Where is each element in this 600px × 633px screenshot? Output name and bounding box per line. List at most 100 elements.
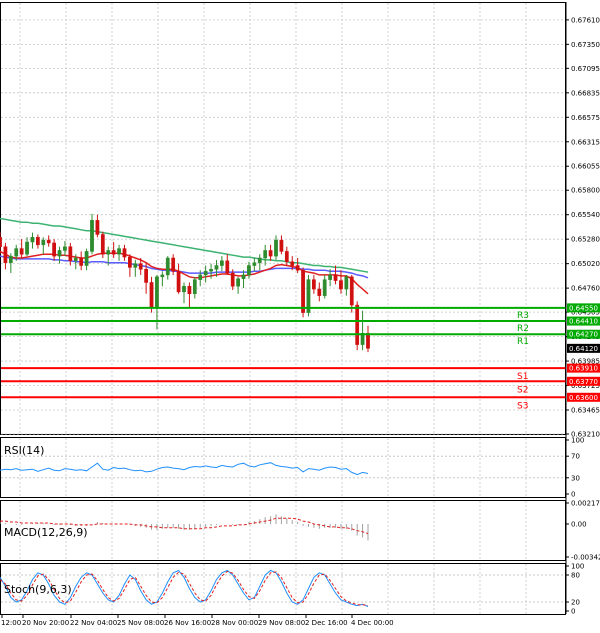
candle-bear <box>46 239 51 244</box>
candle-bull <box>236 278 240 287</box>
x-tick-label: 29 Nov 08:00 <box>258 619 305 627</box>
stoch-y-tick-label: 100 <box>571 563 584 571</box>
pane-frame-stoch <box>0 563 566 615</box>
x-tick-label: 22 Nov 04:00 <box>70 619 117 627</box>
rsi-y-tick-label: 30 <box>571 474 580 482</box>
y-tick-label: 0.65540 <box>571 211 600 219</box>
candle-bull <box>182 285 186 293</box>
candle-bull <box>220 260 224 266</box>
candle-bull <box>274 239 278 257</box>
y-tick-label: 0.66055 <box>571 163 600 171</box>
y-tick-label: 0.65020 <box>571 260 600 268</box>
macd-y-tick-label: -0.003423 <box>571 554 600 562</box>
candle-bull <box>263 250 268 259</box>
y-tick-label: 0.67350 <box>571 41 600 49</box>
current-price-label: 0.64120 <box>569 345 598 353</box>
y-tick-label: 0.63725 <box>571 382 600 390</box>
candle-bear <box>225 260 230 274</box>
level-price-box <box>567 316 600 326</box>
candle-bull <box>344 276 349 290</box>
level-name-s2: S2 <box>517 385 528 395</box>
candle-bear <box>187 285 192 295</box>
level-price-label: 0.64270 <box>569 331 598 339</box>
candle-bull <box>133 263 138 268</box>
y-tick-label: 0.67610 <box>571 16 600 24</box>
candle-bear <box>128 256 132 268</box>
candle-bull <box>241 274 246 279</box>
candle-bear <box>284 251 289 263</box>
x-tick-label: 25 Nov 08:00 <box>117 619 164 627</box>
candle-bear <box>171 257 176 272</box>
level-price-label: 0.64410 <box>569 318 598 326</box>
candle-bull <box>322 279 327 296</box>
stoch-main-line <box>0 569 369 607</box>
level-name-r1: R1 <box>517 337 529 347</box>
x-tick-label: 2 Dec 16:00 <box>305 619 348 627</box>
rsi-y-tick-label: 70 <box>571 453 580 461</box>
candle-bear <box>290 261 295 266</box>
candle-bull <box>257 257 262 263</box>
rsi-y-tick-label: 0 <box>571 491 575 499</box>
rsi-y-tick-label: 100 <box>571 437 584 445</box>
candle-bear <box>138 263 143 270</box>
candle-bear <box>230 272 235 287</box>
candle-bull <box>90 220 94 252</box>
candle-bear <box>100 234 105 255</box>
candle-bull <box>8 255 13 263</box>
level-price-label: 0.63600 <box>569 394 598 402</box>
y-tick-label: 0.63210 <box>571 431 600 439</box>
stoch-title: Stoch(9,6,3) <box>4 583 72 596</box>
level-price-box <box>567 329 600 339</box>
candle-bull <box>198 274 203 280</box>
candle-bull <box>117 248 121 255</box>
candle-bull <box>209 269 213 272</box>
x-tick-label: 4 Dec 00:00 <box>351 619 394 627</box>
candle-bear <box>312 279 316 290</box>
level-price-label: 0.63910 <box>569 365 598 373</box>
candle-bull <box>41 239 46 246</box>
candle-bear <box>149 282 154 309</box>
y-tick-label: 0.64505 <box>571 309 600 317</box>
level-price-label: 0.63770 <box>569 378 598 386</box>
stoch-y-tick-label: 0 <box>571 608 575 616</box>
candle-bear <box>52 242 56 257</box>
candle-bull <box>155 276 159 309</box>
stoch-y-tick-label: 80 <box>571 572 580 580</box>
candle-bull <box>14 248 19 257</box>
candle-bull <box>63 246 67 251</box>
macd-y-tick-label: 0.002171 <box>571 500 600 508</box>
level-name-r3: R3 <box>517 311 529 321</box>
candle-bull <box>252 262 257 266</box>
y-tick-label: 0.67095 <box>571 65 600 73</box>
candle-bull <box>203 270 208 276</box>
candle-bull <box>57 250 62 257</box>
candle-bear <box>349 276 354 306</box>
rsi-title: RSI(14) <box>4 444 44 457</box>
candle-bull <box>328 274 332 280</box>
candle-bull <box>73 257 78 262</box>
candle-bear <box>355 304 360 345</box>
pane-frame-rsi <box>0 437 566 498</box>
candle-bear <box>36 237 40 246</box>
ma-slow-line <box>0 217 369 273</box>
level-name-r2: R2 <box>517 324 529 334</box>
y-tick-label: 0.65280 <box>571 236 600 244</box>
macd-title: MACD(12,26,9) <box>4 526 88 539</box>
candle-bear <box>19 248 24 255</box>
stoch-y-tick-label: 20 <box>571 599 580 607</box>
candle-bull <box>247 265 251 276</box>
y-tick-label: 0.66835 <box>571 89 600 97</box>
candle-bull <box>165 257 170 276</box>
ma-mid-line <box>0 255 369 279</box>
candle-bear <box>317 288 322 296</box>
candle-bull <box>192 279 197 295</box>
level-price-box <box>567 392 600 402</box>
candle-bear <box>295 265 300 271</box>
candle-bull <box>106 250 111 255</box>
y-tick-label: 0.66575 <box>571 114 600 122</box>
candle-bear <box>176 270 181 293</box>
x-tick-label: 28 Nov 00:00 <box>211 619 258 627</box>
candle-bear <box>122 248 127 258</box>
candle-bear <box>301 269 305 313</box>
